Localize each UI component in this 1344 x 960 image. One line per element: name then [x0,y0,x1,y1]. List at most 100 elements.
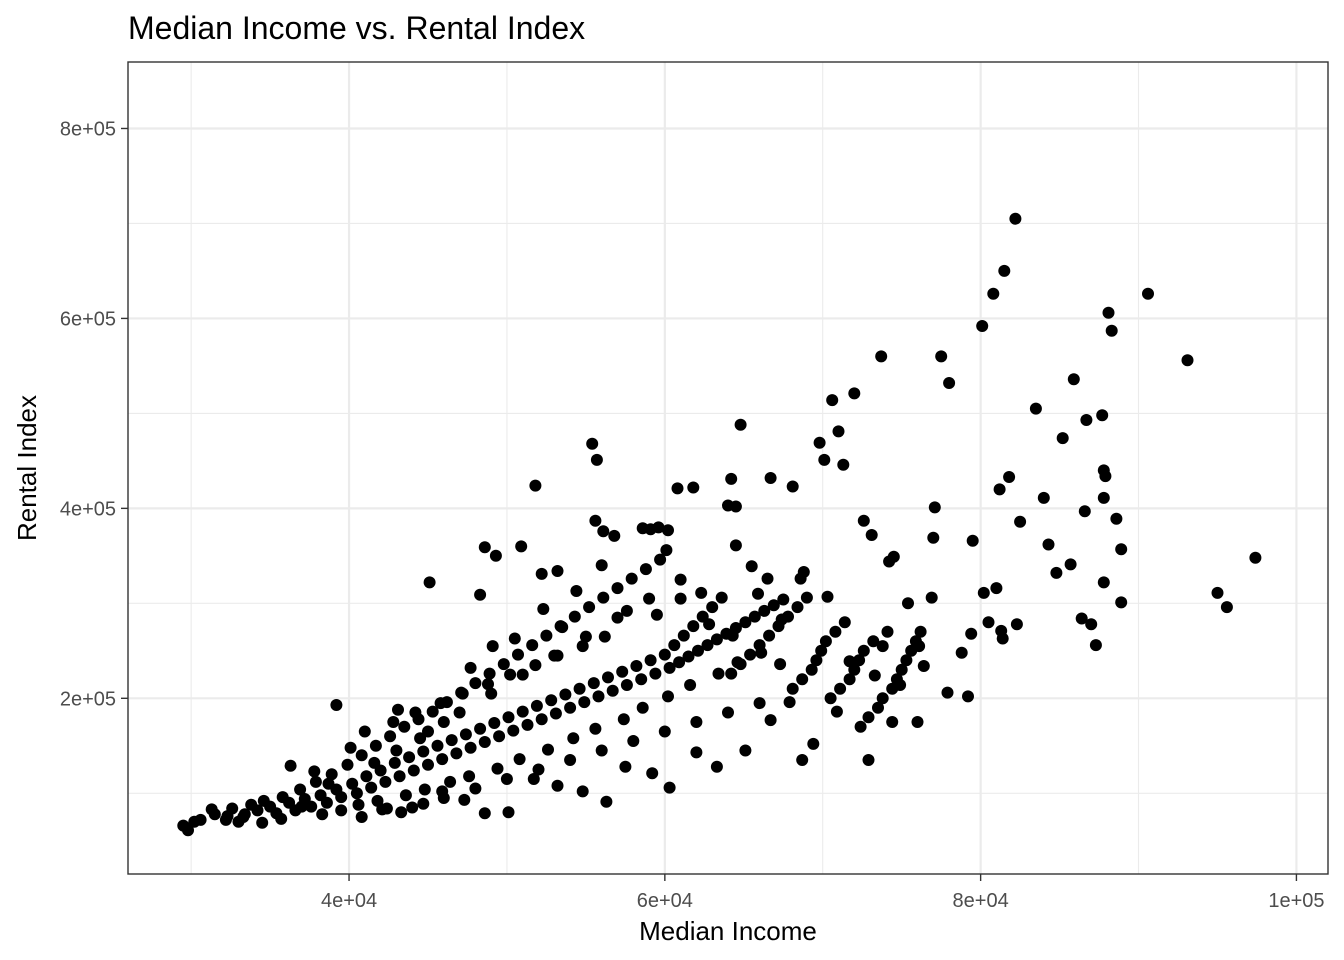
data-point [284,759,297,772]
data-point [706,601,719,614]
data-point [478,736,491,748]
data-point [1037,491,1050,504]
data-point [488,717,501,729]
data-point [464,661,477,674]
data-point [794,572,807,585]
data-point [532,763,545,776]
data-point [1105,324,1118,337]
data-point [360,770,373,783]
data-point [755,646,768,659]
data-point [556,621,569,634]
data-point [744,648,757,661]
y-tick-label: 6e+05 [60,308,116,330]
data-point [344,741,357,754]
data-point [355,811,368,823]
data-point [1067,373,1080,386]
data-point [570,585,583,597]
data-point [824,692,837,705]
data-point [805,663,818,676]
data-point [1181,354,1194,367]
data-point [995,624,1008,637]
data-point [876,692,889,705]
data-point [668,639,681,652]
data-point [692,644,704,657]
data-point [500,773,513,785]
data-point [502,806,515,819]
data-point [646,767,659,780]
data-point [458,793,471,806]
data-point [551,649,564,662]
data-point [418,783,431,796]
data-point [1115,596,1128,609]
data-point [662,524,674,537]
data-point [977,586,990,599]
data-point [521,718,534,731]
data-point [497,658,510,671]
data-point [589,722,602,735]
data-point [352,798,365,811]
data-point [715,591,728,604]
data-point [627,735,640,747]
data-point [564,754,577,766]
data-point [617,713,630,726]
data-point [813,436,826,449]
data-point [486,640,499,653]
data-point [431,739,444,752]
data-point [763,629,776,642]
data-point [652,521,665,534]
data-point [540,629,553,642]
data-point [602,671,614,684]
data-point [731,656,744,669]
data-point [752,587,764,600]
data-point [619,760,632,773]
data-point [403,751,416,764]
data-point [379,775,392,788]
data-point [862,711,875,724]
data-point [513,753,526,766]
data-point [516,668,529,681]
data-point [483,667,496,680]
data-point [635,673,648,686]
data-point [726,629,739,642]
data-point [600,795,613,808]
data-point [791,601,804,614]
y-axis: 2e+05 4e+05 6e+05 8e+05 [60,118,128,710]
data-point [616,665,629,678]
data-point [722,706,734,719]
data-point [376,803,389,816]
data-point [684,679,697,691]
data-point [917,660,930,672]
data-point [608,529,621,542]
data-point [219,813,232,826]
data-point [436,753,449,766]
data-point [775,613,788,626]
data-point [894,679,907,691]
data-point [710,633,723,646]
data-point [783,696,796,709]
grid-lines [128,62,1328,874]
data-point [913,640,926,653]
data-point [551,779,564,792]
data-point [1115,543,1128,556]
data-point [1014,515,1027,528]
data-point [422,725,434,738]
data-point [982,616,995,629]
data-point [469,782,482,795]
data-point [542,743,554,756]
data-point [674,592,687,605]
data-point [682,650,695,663]
data-point [886,716,899,728]
data-point [275,812,288,825]
data-point [729,539,742,552]
data-point [900,654,913,667]
data-point [529,479,542,492]
data-point [489,549,502,562]
data-point [987,287,1000,300]
data-point [549,707,562,720]
data-point [592,690,605,703]
data-point [965,627,978,640]
data-point [445,734,458,747]
y-tick-label: 2e+05 [60,688,116,710]
data-point [226,802,239,815]
data-point [456,687,469,700]
